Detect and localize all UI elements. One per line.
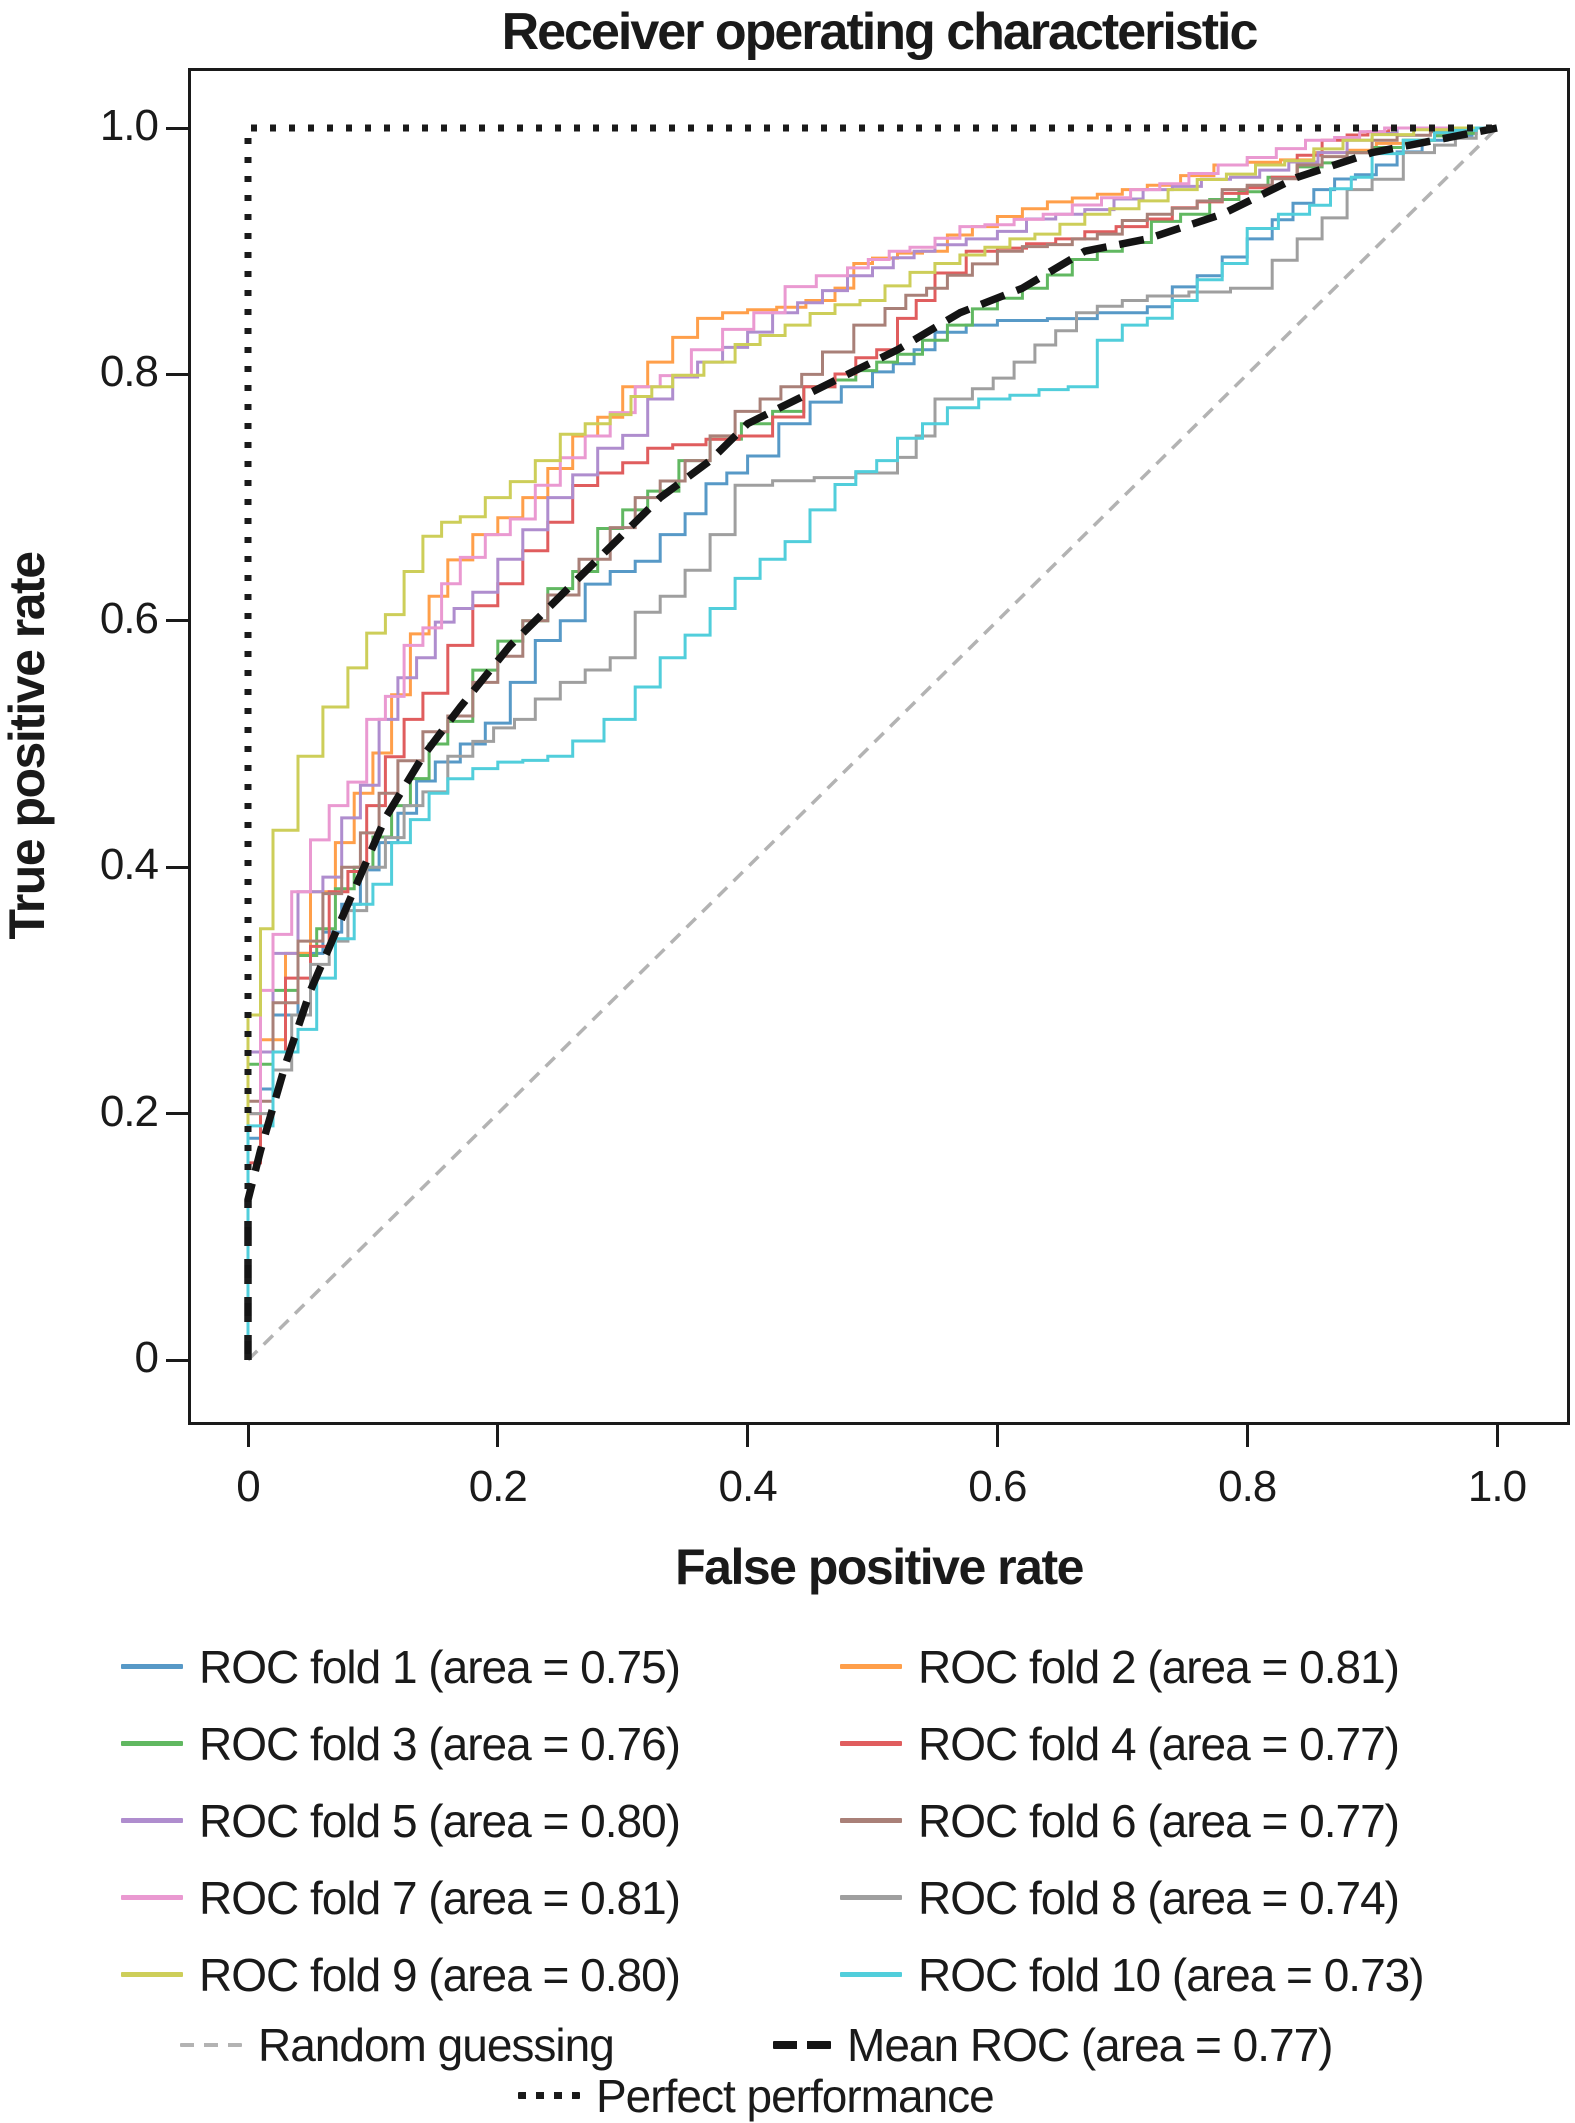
y-tick-mark [166, 1358, 188, 1362]
roc-curve-fold-2 [246, 126, 1497, 1360]
legend-item-fold-2: ROC fold 2 (area = 0.81) [840, 1628, 1400, 1705]
y-tick-label: 1.0 [99, 101, 159, 150]
legend-label: ROC fold 2 (area = 0.81) [918, 1640, 1400, 1693]
legend-item-fold-5: ROC fold 5 (area = 0.80) [121, 1782, 681, 1859]
roc-plot-canvas [244, 124, 1499, 1362]
y-tick-mark [166, 1112, 188, 1116]
legend-line-swatch-icon [840, 1895, 902, 1900]
y-tick-mark [166, 865, 188, 869]
legend-label: ROC fold 8 (area = 0.74) [918, 1871, 1400, 1924]
legend-item-fold-1: ROC fold 1 (area = 0.75) [121, 1628, 681, 1705]
legend-line-swatch-icon [121, 1741, 183, 1746]
roc-curve-fold-10 [246, 126, 1497, 1360]
legend-item-fold-10: ROC fold 10 (area = 0.73) [840, 1936, 1425, 2013]
legend-label: ROC fold 1 (area = 0.75) [199, 1640, 681, 1693]
legend-item-fold-6: ROC fold 6 (area = 0.77) [840, 1782, 1400, 1859]
random-guessing-line [246, 126, 1499, 1362]
x-tick-label: 0 [236, 1462, 261, 1511]
x-tick-mark [1245, 1425, 1249, 1447]
legend-line-swatch-icon [773, 2041, 831, 2049]
legend-label: ROC fold 10 (area = 0.73) [918, 1948, 1425, 2001]
roc-curve-fold-6 [246, 126, 1497, 1360]
legend-line-swatch-icon [840, 1741, 902, 1746]
legend-line-swatch-icon [840, 1818, 902, 1823]
legend-label: ROC fold 3 (area = 0.76) [199, 1717, 681, 1770]
y-tick-mark [166, 372, 188, 376]
y-tick-label: 0 [134, 1333, 159, 1382]
x-tick-label: 0.4 [718, 1462, 778, 1511]
x-tick-mark [995, 1425, 999, 1447]
legend-line-swatch-icon [121, 1664, 183, 1669]
legend-item-random-guessing: Random guessing [180, 2012, 615, 2078]
y-tick-label: 0.4 [99, 840, 159, 890]
y-tick-mark [166, 619, 188, 623]
y-tick-mark [166, 126, 188, 130]
roc-curve-fold-9 [246, 126, 1497, 1360]
legend-label: Mean ROC (area = 0.77) [847, 2019, 1334, 2071]
legend-item-fold-3: ROC fold 3 (area = 0.76) [121, 1705, 681, 1782]
legend-line-swatch-icon [840, 1972, 902, 1977]
legend-label: ROC fold 7 (area = 0.81) [199, 1871, 681, 1924]
legend-item-fold-8: ROC fold 8 (area = 0.74) [840, 1859, 1400, 1936]
roc-curve-fold-8 [246, 126, 1497, 1360]
legend-label: ROC fold 5 (area = 0.80) [199, 1794, 681, 1847]
plot-frame [188, 68, 1570, 1425]
legend-label: Perfect performance [596, 2069, 995, 2122]
x-tick-mark [246, 1425, 250, 1447]
legend-item-fold-4: ROC fold 4 (area = 0.77) [840, 1705, 1400, 1782]
x-tick-label: 1.0 [1467, 1462, 1527, 1511]
mean-roc-line [244, 124, 1498, 1360]
x-tick-mark [496, 1425, 500, 1447]
legend-line-swatch-icon [121, 1972, 183, 1977]
x-tick-mark [746, 1425, 750, 1447]
y-tick-label: 0.2 [99, 1086, 159, 1136]
y-axis-label: True positive rate [0, 552, 55, 940]
legend-line-swatch-icon [518, 2092, 580, 2099]
legend-item-mean-roc: Mean ROC (area = 0.77) [773, 2012, 1334, 2078]
legend-line-swatch-icon [121, 1818, 183, 1823]
x-tick-label: 0.2 [468, 1462, 528, 1511]
legend-label: ROC fold 4 (area = 0.77) [918, 1717, 1400, 1770]
x-tick-label: 0.8 [1218, 1462, 1277, 1511]
legend-item-fold-9: ROC fold 9 (area = 0.80) [121, 1936, 681, 2013]
legend-label: Random guessing [258, 2019, 615, 2071]
x-axis-label: False positive rate [675, 1539, 1084, 1595]
legend-line-swatch-icon [121, 1895, 183, 1900]
x-tick-mark [1495, 1425, 1499, 1447]
legend-line-swatch-icon [840, 1664, 902, 1669]
legend-label: ROC fold 9 (area = 0.80) [199, 1948, 681, 2001]
x-tick-label: 0.6 [968, 1462, 1027, 1511]
legend-label: ROC fold 6 (area = 0.77) [918, 1794, 1400, 1847]
legend-item-fold-7: ROC fold 7 (area = 0.81) [121, 1859, 681, 1936]
roc-curve-fold-7 [246, 126, 1497, 1360]
y-tick-label: 0.8 [99, 347, 159, 397]
legend-item-perfect-performance: Perfect performance [518, 2070, 995, 2122]
y-tick-label: 0.6 [99, 593, 159, 643]
legend-line-swatch-icon [180, 2043, 242, 2047]
chart-title: Receiver operating characteristic [501, 3, 1259, 61]
